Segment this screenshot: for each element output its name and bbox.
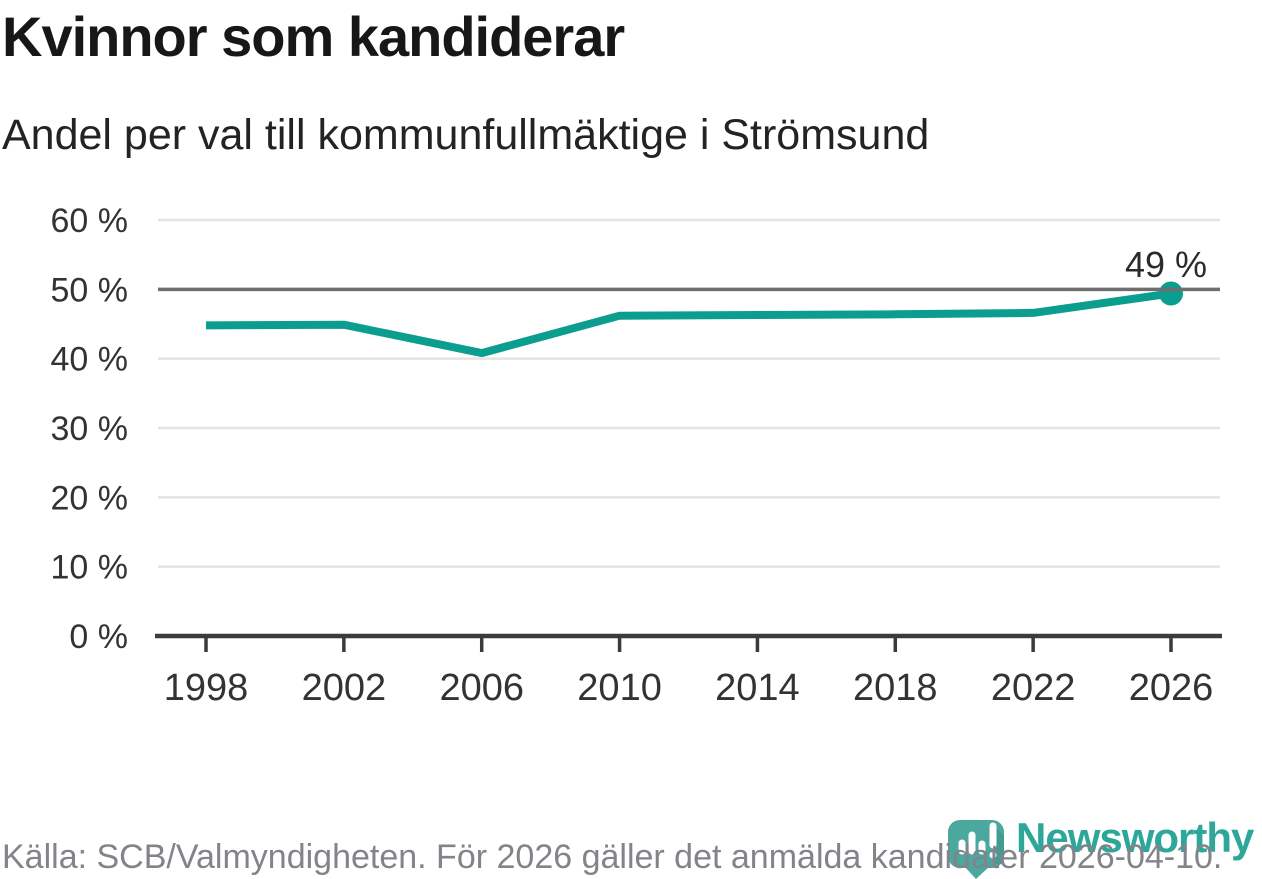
- y-axis-label-50: 50 %: [51, 271, 129, 309]
- newsworthy-pin-icon: Newsworthy: [948, 814, 1256, 879]
- x-axis-ticks: [204, 636, 1173, 652]
- x-axis-label-2022: 2022: [991, 667, 1076, 709]
- end-point-marker: [1159, 281, 1183, 306]
- brand-wordmark: Newsworthy: [1016, 814, 1255, 861]
- end-point-label: 49 %: [1125, 244, 1207, 285]
- x-axis-label-1998: 1998: [164, 667, 249, 709]
- gridlines: [158, 218, 1220, 568]
- x-axis-label-2014: 2014: [715, 667, 800, 709]
- x-axis-label-2010: 2010: [577, 667, 662, 709]
- y-axis-label-60: 60 %: [51, 202, 129, 240]
- y-axis-labels: 0 % 10 % 20 % 30 % 40 % 50 % 60 %: [51, 202, 129, 656]
- x-axis-labels: 1998 2002 2006 2010 2014 2018 2022 2026: [164, 667, 1214, 709]
- data-line: [205, 289, 1172, 358]
- x-axis-label-2002: 2002: [302, 667, 387, 709]
- newsworthy-logo: Newsworthy: [946, 812, 1262, 879]
- chart-subtitle: Andel per val till kommunfullmäktige i S…: [2, 111, 930, 159]
- chart-title: Kvinnor som kandiderar: [2, 5, 625, 68]
- x-axis-label-2018: 2018: [853, 667, 938, 709]
- x-axis-label-2006: 2006: [439, 667, 524, 709]
- y-axis-label-0: 0 %: [69, 618, 128, 656]
- x-axis-label-2026: 2026: [1129, 667, 1214, 709]
- y-axis-label-30: 30 %: [51, 410, 129, 448]
- bar-chart-glyph: [958, 822, 997, 855]
- y-axis-label-20: 20 %: [51, 479, 129, 517]
- y-axis-label-40: 40 %: [51, 341, 129, 379]
- y-axis-label-10: 10 %: [51, 549, 129, 587]
- source-note: Källa: SCB/Valmyndigheten. För 2026 gäll…: [2, 838, 1223, 876]
